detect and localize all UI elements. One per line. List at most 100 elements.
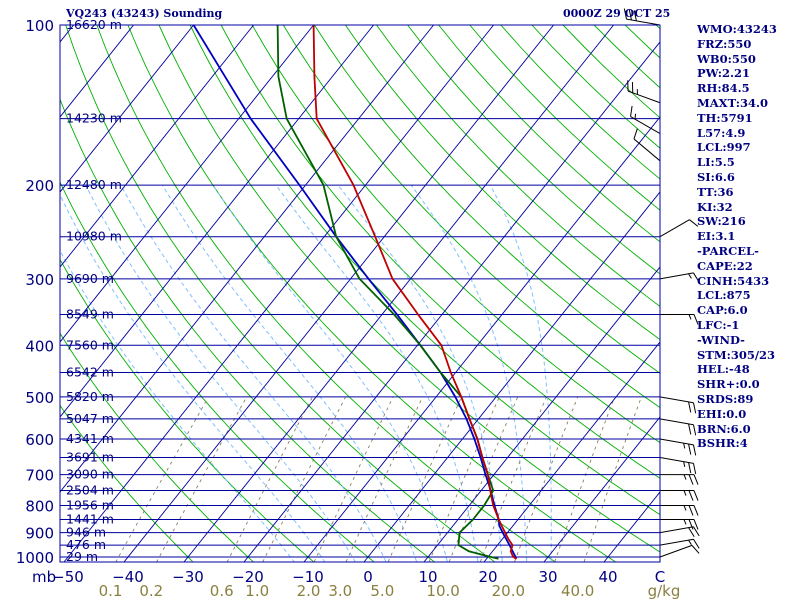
wind-barb-staff [659, 544, 693, 558]
isotherm-line [543, 416, 660, 562]
wind-barb-half-flag [683, 474, 687, 480]
station-title: VQ243 (43243) Sounding [66, 7, 223, 20]
index-entry: CAP:6.0 [697, 303, 748, 318]
wind-barb-flag [689, 219, 699, 227]
moist-adiabat [120, 184, 387, 562]
wind-barb-flag [688, 401, 692, 413]
wind-barb-staff [659, 538, 694, 546]
wind-barb-flag [688, 519, 694, 530]
dry-adiabat [158, 25, 660, 553]
index-entry: LI:5.5 [697, 155, 735, 170]
index-entry: SHR+:0.0 [697, 377, 760, 392]
wind-barb-staff [659, 526, 694, 534]
wind-barb-flag [633, 10, 637, 21]
wind-barb [659, 438, 697, 456]
sounding-profiles [192, 25, 518, 560]
pressure-tick-label: 900 [25, 525, 54, 543]
isotherm-line [60, 25, 434, 493]
wind-barb-half-flag [634, 113, 637, 120]
isotherm-line [60, 25, 254, 268]
wind-barb-flag [688, 527, 695, 538]
temperature-tick-label: −10 [292, 568, 324, 586]
height-level-label: 14230 m [66, 111, 122, 126]
mixing-ratio-line [313, 396, 394, 562]
wind-barb [659, 544, 700, 558]
mixing-ratio-line [448, 396, 519, 562]
plot-frame [59, 24, 661, 563]
wind-barb-flag [630, 105, 633, 117]
mixing-ratio-tick-label: 2.0 [297, 582, 321, 600]
index-entry: WMO:43243 [697, 22, 777, 36]
wind-barb-flag [691, 545, 700, 554]
temperature-tick-label: −30 [172, 568, 204, 586]
skewt-grid [60, 25, 660, 562]
moist-adiabat [162, 184, 418, 562]
height-level-label: 3090 m [66, 467, 114, 482]
mixing-ratio-line [115, 396, 209, 562]
wind-barb-half-flag [683, 505, 687, 511]
isotherm-line [123, 25, 554, 562]
wind-barb-flag [688, 462, 692, 474]
dry-adiabat [60, 404, 194, 562]
pressure-tick-label: 100 [25, 17, 54, 35]
index-entry: FRZ:550 [697, 36, 752, 51]
index-entry: SW:216 [697, 214, 746, 229]
moist-adiabat [60, 193, 326, 562]
mixing-ratio-line [262, 396, 346, 562]
wind-barb-staff [626, 18, 661, 26]
wind-barb-staff [659, 418, 694, 426]
index-entry: EHI:0.0 [697, 406, 747, 421]
dry-adiabat [60, 332, 255, 562]
height-level-label: 1441 m [66, 511, 114, 526]
wind-barb [660, 504, 699, 516]
temperature-tick-label: −50 [52, 568, 84, 586]
pressure-tick-label: 300 [25, 271, 54, 289]
index-entry: TT:36 [697, 184, 734, 199]
wind-barb-flag [692, 444, 697, 456]
isotherm-line [483, 341, 660, 562]
wind-barb [630, 105, 661, 135]
index-entry: LCL:875 [697, 288, 751, 303]
wind-barb [659, 219, 699, 238]
height-level-label: 12480 m [66, 177, 122, 192]
wind-barb-half-flag [688, 539, 692, 545]
pressure-tick-label: 1000 [16, 549, 54, 567]
dry-adiabat [96, 25, 557, 562]
mixing-ratio-tick-label: 0.6 [210, 582, 234, 600]
index-entry: SI:6.6 [697, 169, 735, 184]
wind-barb [659, 396, 697, 414]
wind-barb-flag [692, 463, 697, 475]
moist-adiabat [212, 184, 448, 562]
wind-barb-half-flag [683, 443, 686, 449]
index-entry: RH:84.5 [697, 81, 750, 96]
mixing-ratio-line [387, 396, 463, 562]
height-level-label: 10980 m [66, 229, 122, 244]
wind-barb-staff [659, 219, 690, 238]
mixing-ratio-line [479, 396, 547, 562]
wind-barb-flag [623, 8, 628, 20]
isotherm-line [423, 266, 660, 562]
moist-adiabat [410, 184, 528, 562]
wind-barb-flag [688, 443, 692, 455]
isotherm-line [243, 41, 660, 562]
wind-barb-flag [688, 423, 692, 435]
height-level-label: 6542 m [66, 365, 114, 380]
pressure-tick-label: 400 [25, 337, 54, 355]
wind-barb-half-flag [683, 461, 686, 468]
isotherm-line [303, 116, 660, 562]
sounding-indices: WMO:43243 FRZ:550 WB0:550 PW:2.21 RH:84.5 MAX… [697, 22, 797, 451]
height-level-label: 5047 m [66, 411, 114, 426]
wind-barb-staff [627, 90, 661, 104]
dry-adiabat [407, 25, 660, 275]
isotherm-line [63, 25, 494, 562]
index-entry: HEL:-48 [697, 362, 750, 377]
index-entry: CINH:5433 [697, 273, 770, 288]
wind-barb [659, 538, 700, 549]
pressure-tick-label: 700 [25, 467, 54, 485]
mixing-ratio-line [428, 396, 500, 562]
wind-barb [660, 474, 699, 485]
wind-barb-flag [628, 9, 632, 21]
wind-barb [659, 272, 700, 283]
height-level-label: 16620 m [66, 17, 122, 32]
